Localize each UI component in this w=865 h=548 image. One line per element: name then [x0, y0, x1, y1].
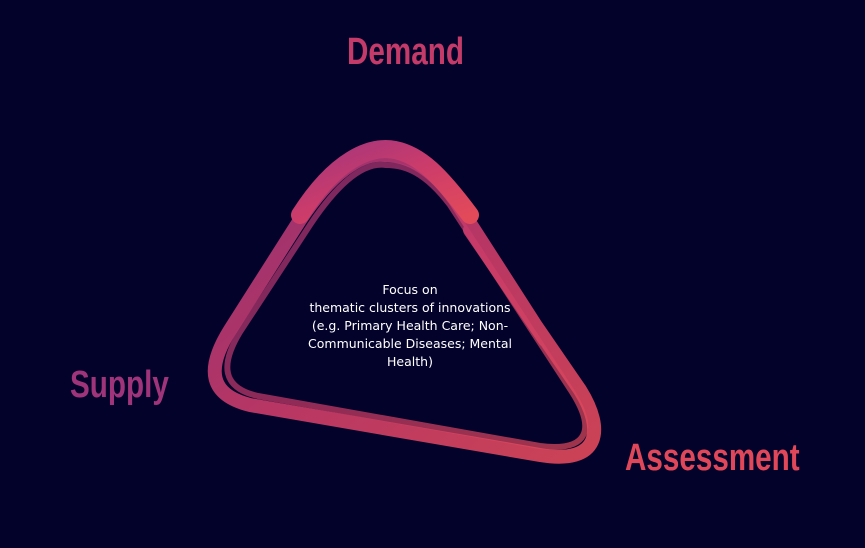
center-line: Communicable Diseases; Mental — [308, 336, 512, 351]
supply-label: Supply — [70, 364, 169, 406]
center-description: Focus on thematic clusters of innovation… — [290, 281, 530, 371]
assessment-label: Assessment — [625, 437, 800, 479]
center-line: Health) — [387, 354, 433, 369]
center-line: thematic clusters of innovations — [309, 300, 511, 315]
brush-triangle-inner — [224, 161, 589, 450]
demand-label: Demand — [347, 31, 464, 73]
brush-top-thick — [291, 140, 479, 224]
center-line: (e.g. Primary Health Care; Non- — [311, 318, 509, 333]
center-line: Focus on — [382, 282, 438, 297]
